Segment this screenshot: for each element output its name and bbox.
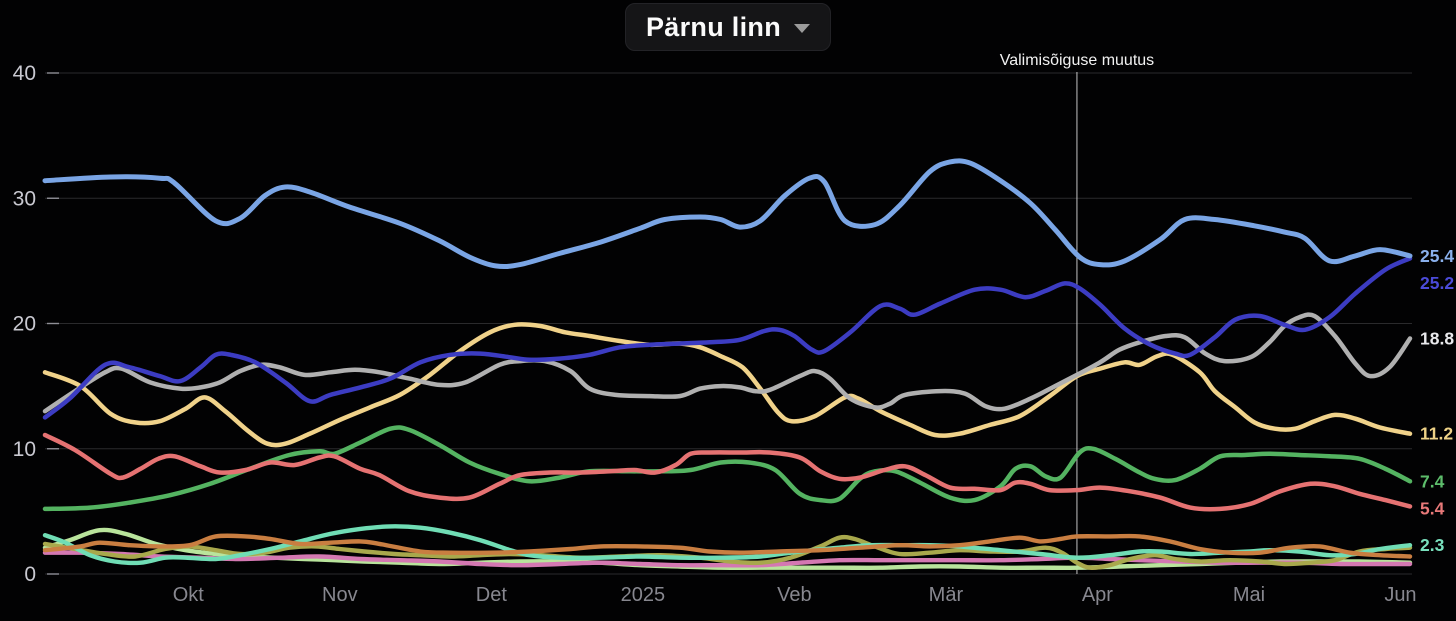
series-line-lightblue [42, 158, 1413, 270]
y-axis-label: 30 [13, 187, 36, 210]
end-value-label-green: 7.4 [1420, 471, 1445, 491]
event-line-label: Valimisõiguse muutus [1000, 52, 1154, 69]
series-line-yellow [42, 322, 1413, 448]
x-axis-label-Mai: Mai [1233, 584, 1265, 606]
series-line-teal [42, 524, 1413, 566]
end-value-label-lightblue: 25.4 [1420, 246, 1454, 266]
x-axis-label-Mär: Mär [929, 584, 964, 606]
end-value-label-teal: 2.3 [1420, 535, 1445, 555]
x-axis-label-Det: Det [476, 584, 508, 606]
series-line-orange [42, 533, 1413, 559]
end-value-label-gray: 18.8 [1420, 329, 1454, 349]
end-value-label-red: 5.4 [1420, 498, 1445, 518]
caret-down-icon [794, 24, 811, 33]
x-axis-label-Nov: Nov [322, 584, 358, 606]
series-line-red [42, 432, 1413, 512]
series-line-green [42, 425, 1413, 512]
x-axis-label-Veb: Veb [777, 584, 811, 606]
series-line-gray [42, 312, 1413, 414]
region-dropdown[interactable]: Pärnu linn [624, 3, 832, 51]
x-axis-label-2025: 2025 [621, 584, 666, 606]
y-axis-label: 0 [24, 563, 36, 586]
end-value-label-indigo: 25.2 [1420, 273, 1454, 293]
series-line-indigo [42, 256, 1413, 420]
page-title: Pärnu linn [645, 11, 782, 42]
x-axis-label-Apr: Apr [1082, 584, 1113, 606]
y-axis-label: 10 [13, 438, 36, 461]
end-value-label-yellow: 11.2 [1420, 424, 1453, 444]
x-axis-label-Jun: Jun [1384, 584, 1416, 606]
y-axis-label: 20 [13, 313, 36, 336]
y-axis-label: 40 [13, 62, 36, 85]
x-axis-label-Okt: Okt [173, 584, 205, 606]
